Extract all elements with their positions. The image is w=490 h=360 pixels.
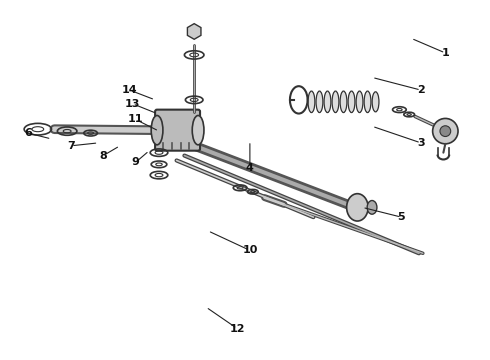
- Text: 6: 6: [24, 128, 32, 138]
- Text: 7: 7: [67, 141, 75, 151]
- Text: 8: 8: [99, 150, 107, 161]
- Text: 3: 3: [417, 138, 425, 148]
- Text: 2: 2: [417, 85, 425, 95]
- Ellipse shape: [367, 201, 377, 214]
- Ellipse shape: [316, 91, 323, 113]
- Ellipse shape: [372, 92, 379, 112]
- FancyBboxPatch shape: [155, 110, 200, 151]
- Text: 9: 9: [132, 157, 140, 167]
- Text: 1: 1: [441, 48, 449, 58]
- Ellipse shape: [340, 91, 347, 113]
- Ellipse shape: [348, 91, 355, 113]
- Text: 13: 13: [125, 99, 140, 109]
- Ellipse shape: [332, 91, 339, 113]
- Polygon shape: [187, 24, 201, 39]
- Ellipse shape: [308, 91, 315, 113]
- Ellipse shape: [324, 91, 331, 113]
- Circle shape: [440, 126, 451, 136]
- Text: 4: 4: [246, 163, 254, 173]
- Circle shape: [433, 118, 458, 144]
- Text: 5: 5: [397, 212, 405, 222]
- Ellipse shape: [192, 116, 204, 145]
- Text: 14: 14: [122, 85, 138, 95]
- Ellipse shape: [356, 91, 363, 113]
- Ellipse shape: [346, 194, 368, 221]
- Text: 11: 11: [128, 114, 143, 125]
- Text: 12: 12: [229, 324, 245, 333]
- Ellipse shape: [151, 116, 163, 145]
- Text: 10: 10: [242, 246, 258, 255]
- Ellipse shape: [364, 91, 371, 113]
